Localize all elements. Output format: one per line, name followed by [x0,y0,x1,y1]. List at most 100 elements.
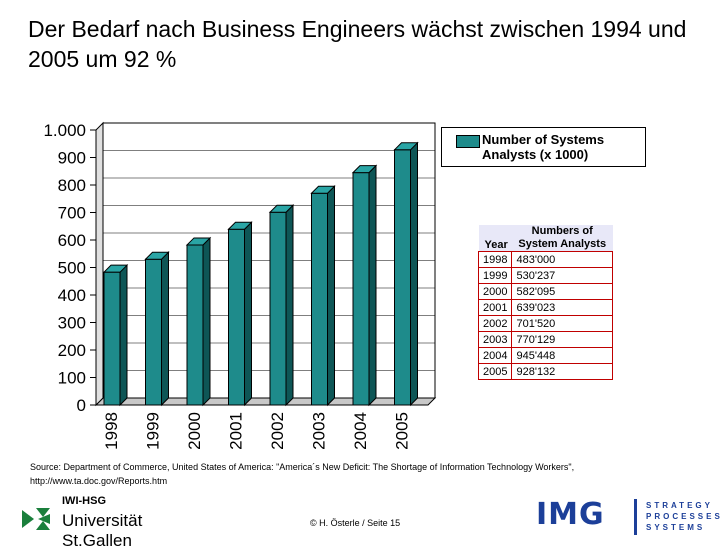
legend-swatch [456,135,480,148]
page-title: Der Bedarf nach Business Engineers wächs… [28,16,687,72]
bar [268,204,295,407]
table-cell-value: 770'129 [511,331,613,348]
table-header-year: Year [478,225,512,252]
table-row: 2005 928'132 [477,363,613,380]
table-cell-year: 2000 [477,283,513,300]
bar-side [119,263,128,407]
table-row: 2001 639'023 [477,299,613,316]
bar [393,141,419,407]
table-cell-year: 1999 [477,267,513,284]
table-cell-value: 582'095 [511,283,613,300]
bar-top [227,221,253,230]
bar-top [185,237,212,246]
data-table: Year Numbers of System Analysts 1998 483'… [477,225,613,380]
y-tick-label: 0 [77,396,86,415]
copyright-page: © H. Österle / Seite 15 [310,518,401,528]
bar-top [393,142,419,151]
bar-front [228,228,245,406]
bar-front [103,271,121,406]
bar-side [368,164,377,407]
table-cell-year: 2005 [477,363,513,380]
bar-top [351,165,378,174]
x-tick-label: 2000 [185,412,204,450]
table-cell-year: 2003 [477,331,513,348]
x-tick-label: 2004 [351,412,370,450]
chart-bars [102,141,419,407]
y-tick-label: 700 [58,204,86,223]
x-tick-label: 1999 [144,412,163,450]
x-tick-label: 1998 [102,412,121,450]
table-cell-year: 2002 [477,315,513,332]
bar-front [145,258,162,406]
table-row: 2004 945'448 [477,347,613,364]
legend-label: Number of Systems Analysts (x 1000) [482,132,605,162]
table-cell-value: 483'000 [511,251,613,268]
y-tick-label: 800 [58,176,86,195]
bar [310,185,336,407]
y-tick-label: 400 [58,286,86,305]
x-tick-label: 2003 [310,412,329,450]
table-cell-year: 1998 [477,251,513,268]
bar [102,263,129,407]
table-cell-value: 945'448 [511,347,613,364]
bar-top [102,264,129,273]
table-row: 2003 770'129 [477,331,613,348]
bar-side [327,185,335,407]
tagline-line: STRATEGY [646,501,713,510]
x-tick-label: 2001 [227,412,246,450]
bar-top [310,185,336,194]
y-tick-label: 1.000 [43,121,86,140]
x-tick-label: 2005 [393,412,412,450]
chart-legend: Number of Systems Analysts (x 1000) [441,127,646,167]
bar-front [311,192,328,406]
leaf-logo-icon [22,508,50,530]
table-cell-value: 701'520 [511,315,613,332]
university-name: Universität St.Gallen [62,511,143,550]
bar-side [285,204,294,407]
bar-side [202,236,211,407]
plot-side-wall [95,121,104,407]
table-cell-year: 2001 [477,299,513,316]
bar-front [394,149,411,406]
y-tick-label: 500 [58,259,86,278]
bar [227,221,253,407]
table-row: 1998 483'000 [477,251,613,268]
university-logo: IWI-HSG Universität St.Gallen [10,490,210,550]
bar-front [269,211,287,406]
logo-tagline: STRATEGY PROCESSES SYSTEMS [646,500,720,533]
bar-side [161,251,169,407]
table-row: 2000 582'095 [477,283,613,300]
bar-front [352,172,370,406]
bar-side [410,141,418,407]
x-tick-label: 2002 [268,412,287,450]
table-cell-year: 2004 [477,347,513,364]
table-header-value: Numbers of System Analysts [511,225,613,252]
y-tick-label: 200 [58,341,86,360]
bar [185,236,212,407]
img-logo: IMG [536,497,605,532]
bar-top [268,204,295,213]
table-row: 1999 530'237 [477,267,613,284]
y-tick-label: 600 [58,231,86,250]
y-tick-label: 100 [58,369,86,388]
source-citation: Source: Department of Commerce, United S… [30,462,575,486]
table-row: 2002 701'520 [477,315,613,332]
institute-label: IWI-HSG [62,495,106,507]
table-cell-value: 530'237 [511,267,613,284]
table-cell-value: 639'023 [511,299,613,316]
table-body: 1998 483'000 1999 530'237 2000 582'095 2001 639… [477,251,613,380]
chart-x-axis: 1998 1999 2000 2001 2002 2003 2004 2005 [102,412,412,450]
y-tick-label: 300 [58,314,86,333]
bar-front [186,244,204,406]
bar-top [144,251,170,260]
bar [144,251,170,407]
tagline-line: SYSTEMS [646,523,706,532]
tagline-line: PROCESSES [646,512,720,521]
bar [351,164,378,407]
chart-y-axis: 0 100 200 300 400 500 600 700 800 900 1.000 [43,121,97,415]
table-cell-value: 928'132 [511,363,613,380]
bar-side [244,221,252,407]
y-tick-label: 900 [58,149,86,168]
logo-divider [634,499,637,535]
